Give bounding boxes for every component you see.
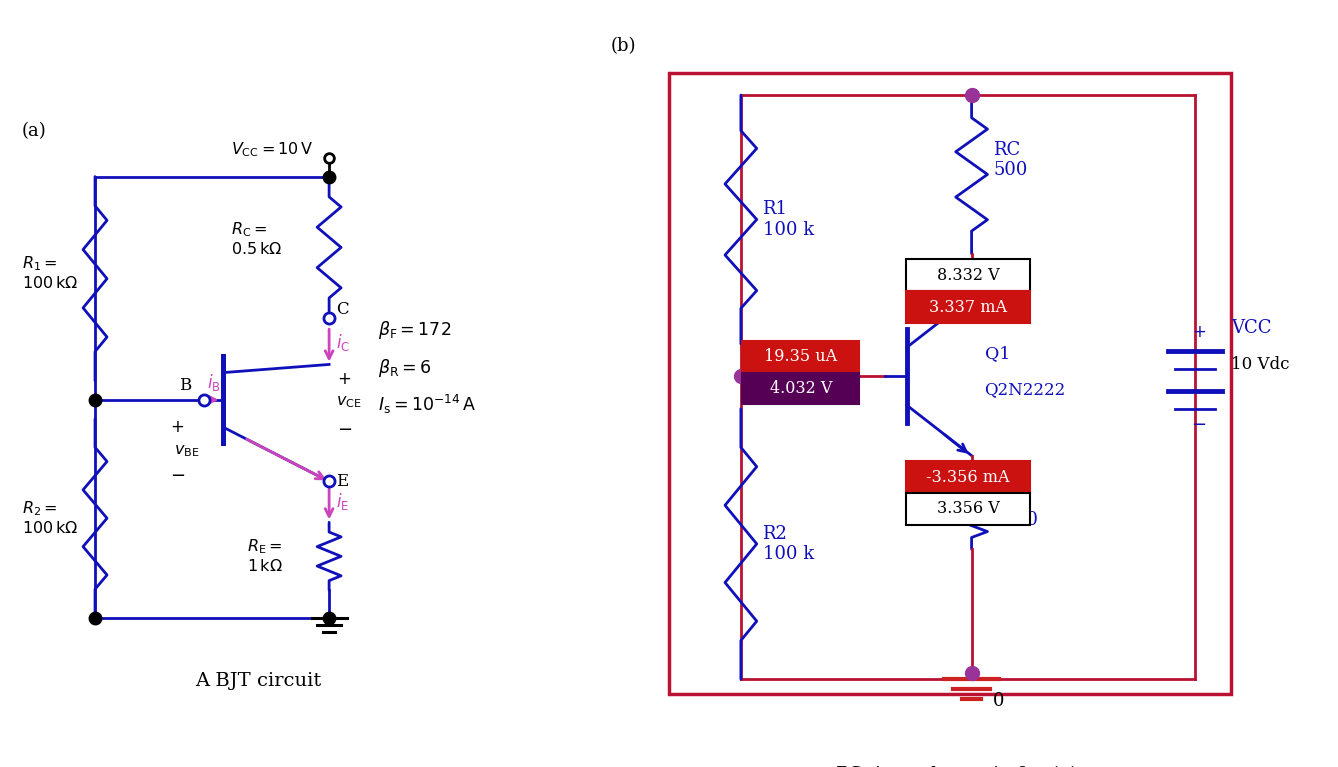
Text: 3.356 V: 3.356 V bbox=[937, 500, 999, 518]
Text: +: + bbox=[1192, 323, 1206, 341]
Text: Q2N2222: Q2N2222 bbox=[985, 381, 1066, 398]
Text: −: − bbox=[1191, 416, 1207, 434]
Text: $\beta_{\mathrm{R}}=6$: $\beta_{\mathrm{R}}=6$ bbox=[379, 357, 431, 379]
Bar bbox=[743, 341, 859, 373]
Text: $R_2=$
$100\,\mathrm{k}\Omega$: $R_2=$ $100\,\mathrm{k}\Omega$ bbox=[21, 499, 78, 538]
Text: (b): (b) bbox=[611, 38, 637, 55]
Text: RE
1000: RE 1000 bbox=[993, 490, 1040, 529]
Text: 4.032 V: 4.032 V bbox=[769, 380, 832, 397]
Bar bbox=[906, 259, 1030, 291]
Text: PSpice schematic for (a): PSpice schematic for (a) bbox=[836, 765, 1078, 767]
Text: 8.332 V: 8.332 V bbox=[937, 267, 999, 284]
Bar bbox=[743, 373, 859, 404]
Text: $i_{\mathrm{C}}$: $i_{\mathrm{C}}$ bbox=[336, 332, 351, 353]
Text: 19.35 uA: 19.35 uA bbox=[764, 348, 838, 365]
Text: RC
500: RC 500 bbox=[993, 140, 1028, 179]
Text: $I_{\mathrm{s}}=10^{-14}\,\mathrm{A}$: $I_{\mathrm{s}}=10^{-14}\,\mathrm{A}$ bbox=[379, 393, 476, 416]
Text: E: E bbox=[336, 472, 348, 490]
Text: $R_{\mathrm{E}}=$
$1\,\mathrm{k}\Omega$: $R_{\mathrm{E}}=$ $1\,\mathrm{k}\Omega$ bbox=[248, 537, 284, 575]
Text: $R_1=$
$100\,\mathrm{k}\Omega$: $R_1=$ $100\,\mathrm{k}\Omega$ bbox=[21, 254, 78, 292]
Text: 10 Vdc: 10 Vdc bbox=[1231, 356, 1290, 373]
Text: 0: 0 bbox=[993, 693, 1005, 710]
Text: VCC: VCC bbox=[1231, 319, 1271, 337]
Text: Q1: Q1 bbox=[985, 345, 1010, 362]
Bar bbox=[906, 462, 1030, 493]
Text: (a): (a) bbox=[21, 122, 47, 140]
Text: −: − bbox=[170, 467, 185, 486]
Text: $\beta_{\mathrm{F}}=172$: $\beta_{\mathrm{F}}=172$ bbox=[379, 318, 451, 341]
Bar bbox=[906, 493, 1030, 525]
Text: A BJT circuit: A BJT circuit bbox=[195, 672, 321, 690]
Text: $i_{\mathrm{E}}$: $i_{\mathrm{E}}$ bbox=[336, 491, 349, 512]
Text: B: B bbox=[179, 377, 191, 394]
Text: $V_{\mathrm{CC}}=10\,\mathrm{V}$: $V_{\mathrm{CC}}=10\,\mathrm{V}$ bbox=[231, 140, 313, 159]
Text: R2
100 k: R2 100 k bbox=[763, 525, 814, 563]
Text: 3.337 mA: 3.337 mA bbox=[929, 298, 1008, 315]
Text: $R_{\mathrm{C}}=$
$0.5\,\mathrm{k}\Omega$: $R_{\mathrm{C}}=$ $0.5\,\mathrm{k}\Omega… bbox=[231, 220, 282, 258]
Text: -3.356 mA: -3.356 mA bbox=[926, 469, 1010, 486]
Bar bbox=[906, 291, 1030, 323]
Text: C: C bbox=[336, 301, 348, 318]
Text: +: + bbox=[337, 370, 351, 387]
Text: $v_{\mathrm{CE}}$: $v_{\mathrm{CE}}$ bbox=[336, 393, 361, 410]
Text: $i_{\mathrm{B}}$: $i_{\mathrm{B}}$ bbox=[206, 372, 221, 393]
Text: +: + bbox=[170, 419, 185, 436]
Text: $v_{\mathrm{BE}}$: $v_{\mathrm{BE}}$ bbox=[174, 442, 199, 459]
Text: R1
100 k: R1 100 k bbox=[763, 200, 814, 239]
Text: −: − bbox=[337, 421, 352, 439]
